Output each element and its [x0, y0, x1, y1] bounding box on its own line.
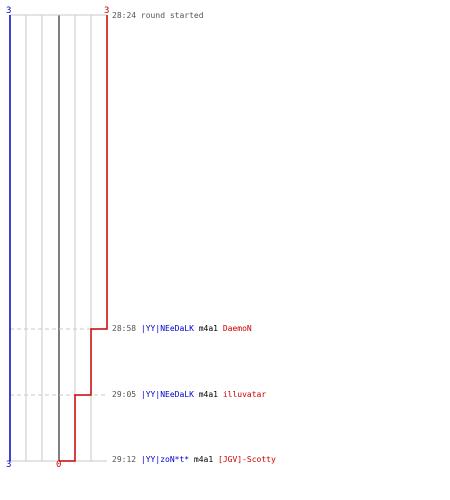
killer-name: |YY|NEeDaLK: [140, 324, 194, 333]
red-team-line: [59, 15, 108, 462]
killer-name: |YY|NEeDaLK: [140, 390, 194, 399]
victim-name: DaemoN: [222, 324, 252, 333]
event-text: round started: [140, 11, 204, 20]
weapon-name: m4a1: [198, 324, 218, 333]
event-row-kill: 29:05 |YY|NEeDaLK m4a1 illuvatar: [112, 390, 266, 400]
event-row-round-start: 28:24 round started: [112, 11, 204, 21]
weapon-name: m4a1: [198, 390, 218, 399]
victim-name: illuvatar: [222, 390, 267, 399]
event-time: 28:24: [112, 11, 137, 20]
victim-name: [JGV]-Scotty: [218, 455, 276, 464]
event-time: 29:12: [112, 455, 137, 464]
killer-name: |YY|zoN*t*: [140, 455, 190, 464]
red-score-bottom: 0: [56, 460, 62, 470]
event-row-kill: 29:12 |YY|zoN*t* m4a1 [JGV]-Scotty: [112, 455, 276, 465]
event-time: 28:58: [112, 324, 137, 333]
blue-score-bottom: 3: [6, 460, 12, 470]
red-score-top: 3: [104, 6, 110, 16]
blue-score-top: 3: [6, 6, 12, 16]
weapon-name: m4a1: [193, 455, 214, 464]
event-time: 29:05: [112, 390, 137, 399]
event-row-kill: 28:58 |YY|NEeDaLK m4a1 DaemoN: [112, 324, 252, 334]
